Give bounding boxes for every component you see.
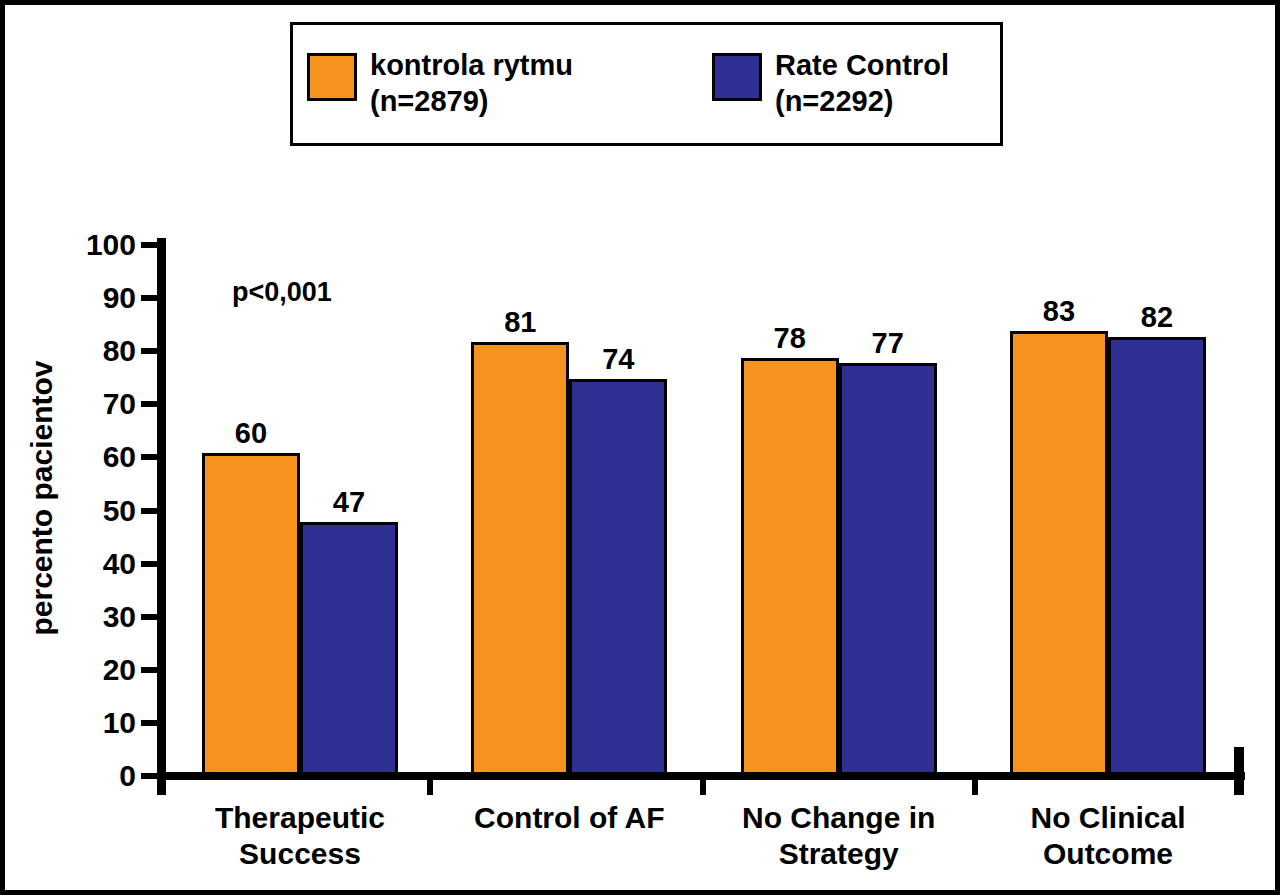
legend-entry-rhythm-control: kontrola rytmu (n=2879) [307,47,573,119]
x-axis-group-tick [700,772,706,795]
y-tick-30 [141,614,157,620]
category-label-line: Success [150,836,450,872]
y-tick-80 [141,348,157,354]
legend-label-line2: (n=2879) [370,83,573,119]
bar-rate-2 [839,363,937,772]
bar-rhythm-1 [471,342,569,772]
y-tick-50 [141,508,157,514]
rate-control-swatch-icon [712,53,762,101]
y-tick-40 [141,561,157,567]
bar-value-label: 77 [829,328,947,358]
y-tick-20 [141,667,157,673]
x-axis-end-tick-right [1234,747,1244,795]
legend-label-line1: kontrola rytmu [370,47,573,83]
y-tick-label-20: 20 [30,652,136,688]
y-tick-label-60: 60 [30,439,136,475]
category-label-line: No Change in [689,800,989,836]
y-tick-label-80: 80 [30,333,136,369]
category-label-line: Control of AF [419,800,719,836]
legend-entry-rate-control: Rate Control (n=2292) [712,47,949,119]
figure-frame: kontrola rytmu (n=2879) Rate Control (n=… [0,0,1280,895]
y-tick-label-10: 10 [30,705,136,741]
y-tick-label-70: 70 [30,386,136,422]
bar-value-label: 47 [290,487,408,517]
category-label-line: Strategy [689,836,989,872]
y-tick-label-50: 50 [30,493,136,529]
x-axis-group-tick [972,772,978,795]
bar-value-label: 81 [461,307,579,337]
bar-rhythm-2 [741,358,839,772]
bar-value-label: 60 [192,418,310,448]
legend-label-rate-control: Rate Control (n=2292) [775,47,949,119]
rhythm-control-swatch-icon [307,53,357,101]
legend-label-line1: Rate Control [775,47,949,83]
bar-rhythm-3 [1010,331,1108,772]
category-label-line: Outcome [958,836,1258,872]
bar-rhythm-0 [202,453,300,772]
bar-rate-1 [569,379,667,772]
x-axis-end-tick-left [157,772,166,795]
category-label-line: No Clinical [958,800,1258,836]
legend-label-rhythm-control: kontrola rytmu (n=2879) [370,47,573,119]
bar-rate-3 [1108,337,1206,772]
bar-rate-0 [300,522,398,772]
y-tick-10 [141,720,157,726]
legend: kontrola rytmu (n=2879) Rate Control (n=… [290,22,1003,146]
bar-value-label: 74 [559,344,677,374]
category-label-2: No Change inStrategy [689,800,989,872]
x-axis-group-tick [427,772,433,795]
bar-value-label: 82 [1098,302,1216,332]
y-tick-100 [141,242,157,248]
plot-area: 6047817478778382 [157,238,1245,780]
y-tick-70 [141,401,157,407]
y-tick-label-100: 100 [30,227,136,263]
category-label-3: No ClinicalOutcome [958,800,1258,872]
y-tick-0 [141,773,157,779]
y-tick-90 [141,295,157,301]
y-tick-label-90: 90 [30,280,136,316]
category-label-1: Control of AF [419,800,719,836]
y-tick-label-40: 40 [30,546,136,582]
category-label-0: TherapeuticSuccess [150,800,450,872]
legend-label-line2: (n=2292) [775,83,949,119]
y-tick-label-30: 30 [30,599,136,635]
category-label-line: Therapeutic [150,800,450,836]
y-tick-label-0: 0 [30,758,136,794]
y-tick-60 [141,454,157,460]
